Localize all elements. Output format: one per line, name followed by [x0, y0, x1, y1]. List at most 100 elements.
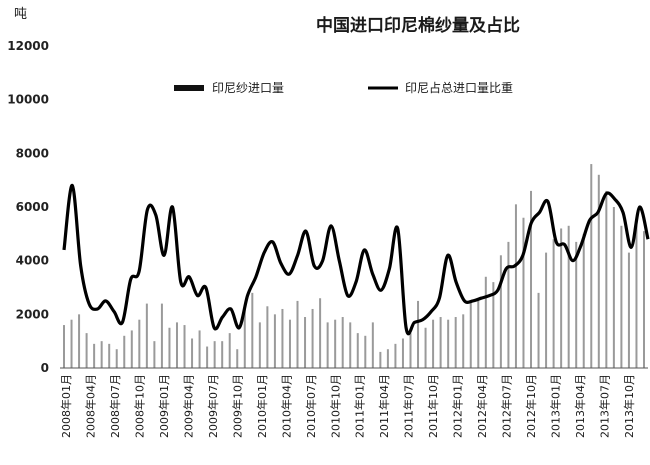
bar	[507, 241, 510, 368]
bar	[605, 190, 608, 368]
x-tick-label: 2008年04月	[84, 374, 98, 438]
bar	[462, 314, 465, 368]
y-tick-label: 6000	[16, 200, 49, 214]
y-tick-label: 12000	[7, 39, 49, 53]
bar	[447, 319, 450, 368]
bar	[432, 319, 435, 368]
line-series	[62, 183, 650, 336]
bar	[484, 276, 487, 368]
x-tick-label: 2008年07月	[108, 374, 122, 438]
bar	[78, 314, 81, 368]
bar	[206, 346, 209, 368]
bar	[499, 255, 502, 368]
bar	[85, 333, 88, 368]
legend-bar-swatch	[174, 85, 204, 91]
x-tick-label: 2009年04月	[181, 374, 195, 438]
y-axis-unit: 吨	[14, 7, 27, 22]
x-tick-label: 2011年01月	[353, 374, 367, 438]
bar	[530, 190, 533, 368]
x-tick-label: 2012年01月	[451, 374, 465, 438]
legend: 印尼纱进口量 印尼占总进口量比重	[174, 80, 513, 95]
bar	[545, 252, 548, 368]
bar	[304, 317, 307, 368]
bar	[379, 351, 382, 368]
bar	[281, 308, 284, 368]
y-tick-label: 0	[41, 361, 49, 375]
bar	[198, 330, 201, 368]
bar	[477, 298, 480, 368]
x-tick-label: 2013年01月	[549, 374, 563, 438]
bar	[326, 322, 329, 368]
bar	[341, 317, 344, 368]
x-tick-label: 2010年07月	[304, 374, 318, 438]
x-tick-label: 2009年01月	[157, 374, 171, 438]
bar	[221, 341, 224, 368]
bar	[175, 322, 178, 368]
bar	[612, 207, 615, 368]
bar	[70, 319, 73, 368]
x-tick-label: 2010年01月	[255, 374, 269, 438]
x-tick-label: 2011年04月	[377, 374, 391, 438]
bar	[115, 349, 118, 368]
bar	[311, 308, 314, 368]
bar	[93, 343, 96, 368]
bar	[401, 338, 404, 368]
bar	[236, 349, 239, 368]
bar	[228, 333, 231, 368]
bar	[356, 333, 359, 368]
bar	[635, 223, 638, 368]
bar	[364, 335, 367, 368]
x-tick-label: 2012年04月	[475, 374, 489, 438]
bar	[319, 298, 322, 368]
x-tick-label: 2008年01月	[59, 374, 73, 438]
x-tick-label: 2013年10月	[622, 374, 636, 438]
x-tick-label: 2009年07月	[206, 374, 220, 438]
legend-line-label: 印尼占总进口量比重	[405, 80, 513, 95]
line-series-layer	[62, 183, 650, 336]
bar	[266, 306, 269, 368]
x-axis-ticks: 2008年01月 2008年04月 2008年07月 2008年10月 2009年01月…	[59, 374, 636, 438]
x-tick-label: 2011年07月	[402, 374, 416, 438]
bar	[100, 341, 103, 368]
bar	[168, 327, 171, 368]
bar	[243, 306, 246, 368]
bar	[288, 319, 291, 368]
bar	[522, 217, 525, 368]
bar	[273, 314, 276, 368]
bar	[620, 225, 623, 368]
x-tick-label: 2010年10月	[328, 374, 342, 438]
bar	[371, 322, 374, 368]
bar	[108, 343, 111, 368]
x-tick-label: 2010年04月	[279, 374, 293, 438]
x-tick-label: 2013年04月	[573, 374, 587, 438]
bar	[424, 327, 427, 368]
bar	[439, 317, 442, 368]
bar	[514, 204, 517, 368]
bar	[251, 292, 254, 368]
bar	[160, 303, 163, 368]
legend-bar-label: 印尼纱进口量	[212, 81, 284, 95]
y-tick-label: 2000	[16, 307, 49, 321]
x-tick-label: 2012年07月	[500, 374, 514, 438]
bar	[417, 300, 420, 368]
bar	[590, 164, 593, 368]
bar	[454, 317, 457, 368]
bar-series	[63, 164, 645, 368]
bar	[627, 252, 630, 368]
bar	[469, 300, 472, 368]
bar	[537, 292, 540, 368]
x-tick-label: 2009年10月	[230, 374, 244, 438]
bar	[145, 303, 148, 368]
bar	[153, 341, 156, 368]
bar	[597, 174, 600, 368]
y-tick-label: 8000	[16, 146, 49, 160]
x-tick-label: 2012年10月	[524, 374, 538, 438]
bar	[409, 333, 412, 368]
bar	[492, 282, 495, 368]
bar	[560, 228, 563, 368]
x-tick-label: 2008年10月	[132, 374, 146, 438]
bar	[213, 341, 216, 368]
bar	[296, 300, 299, 368]
